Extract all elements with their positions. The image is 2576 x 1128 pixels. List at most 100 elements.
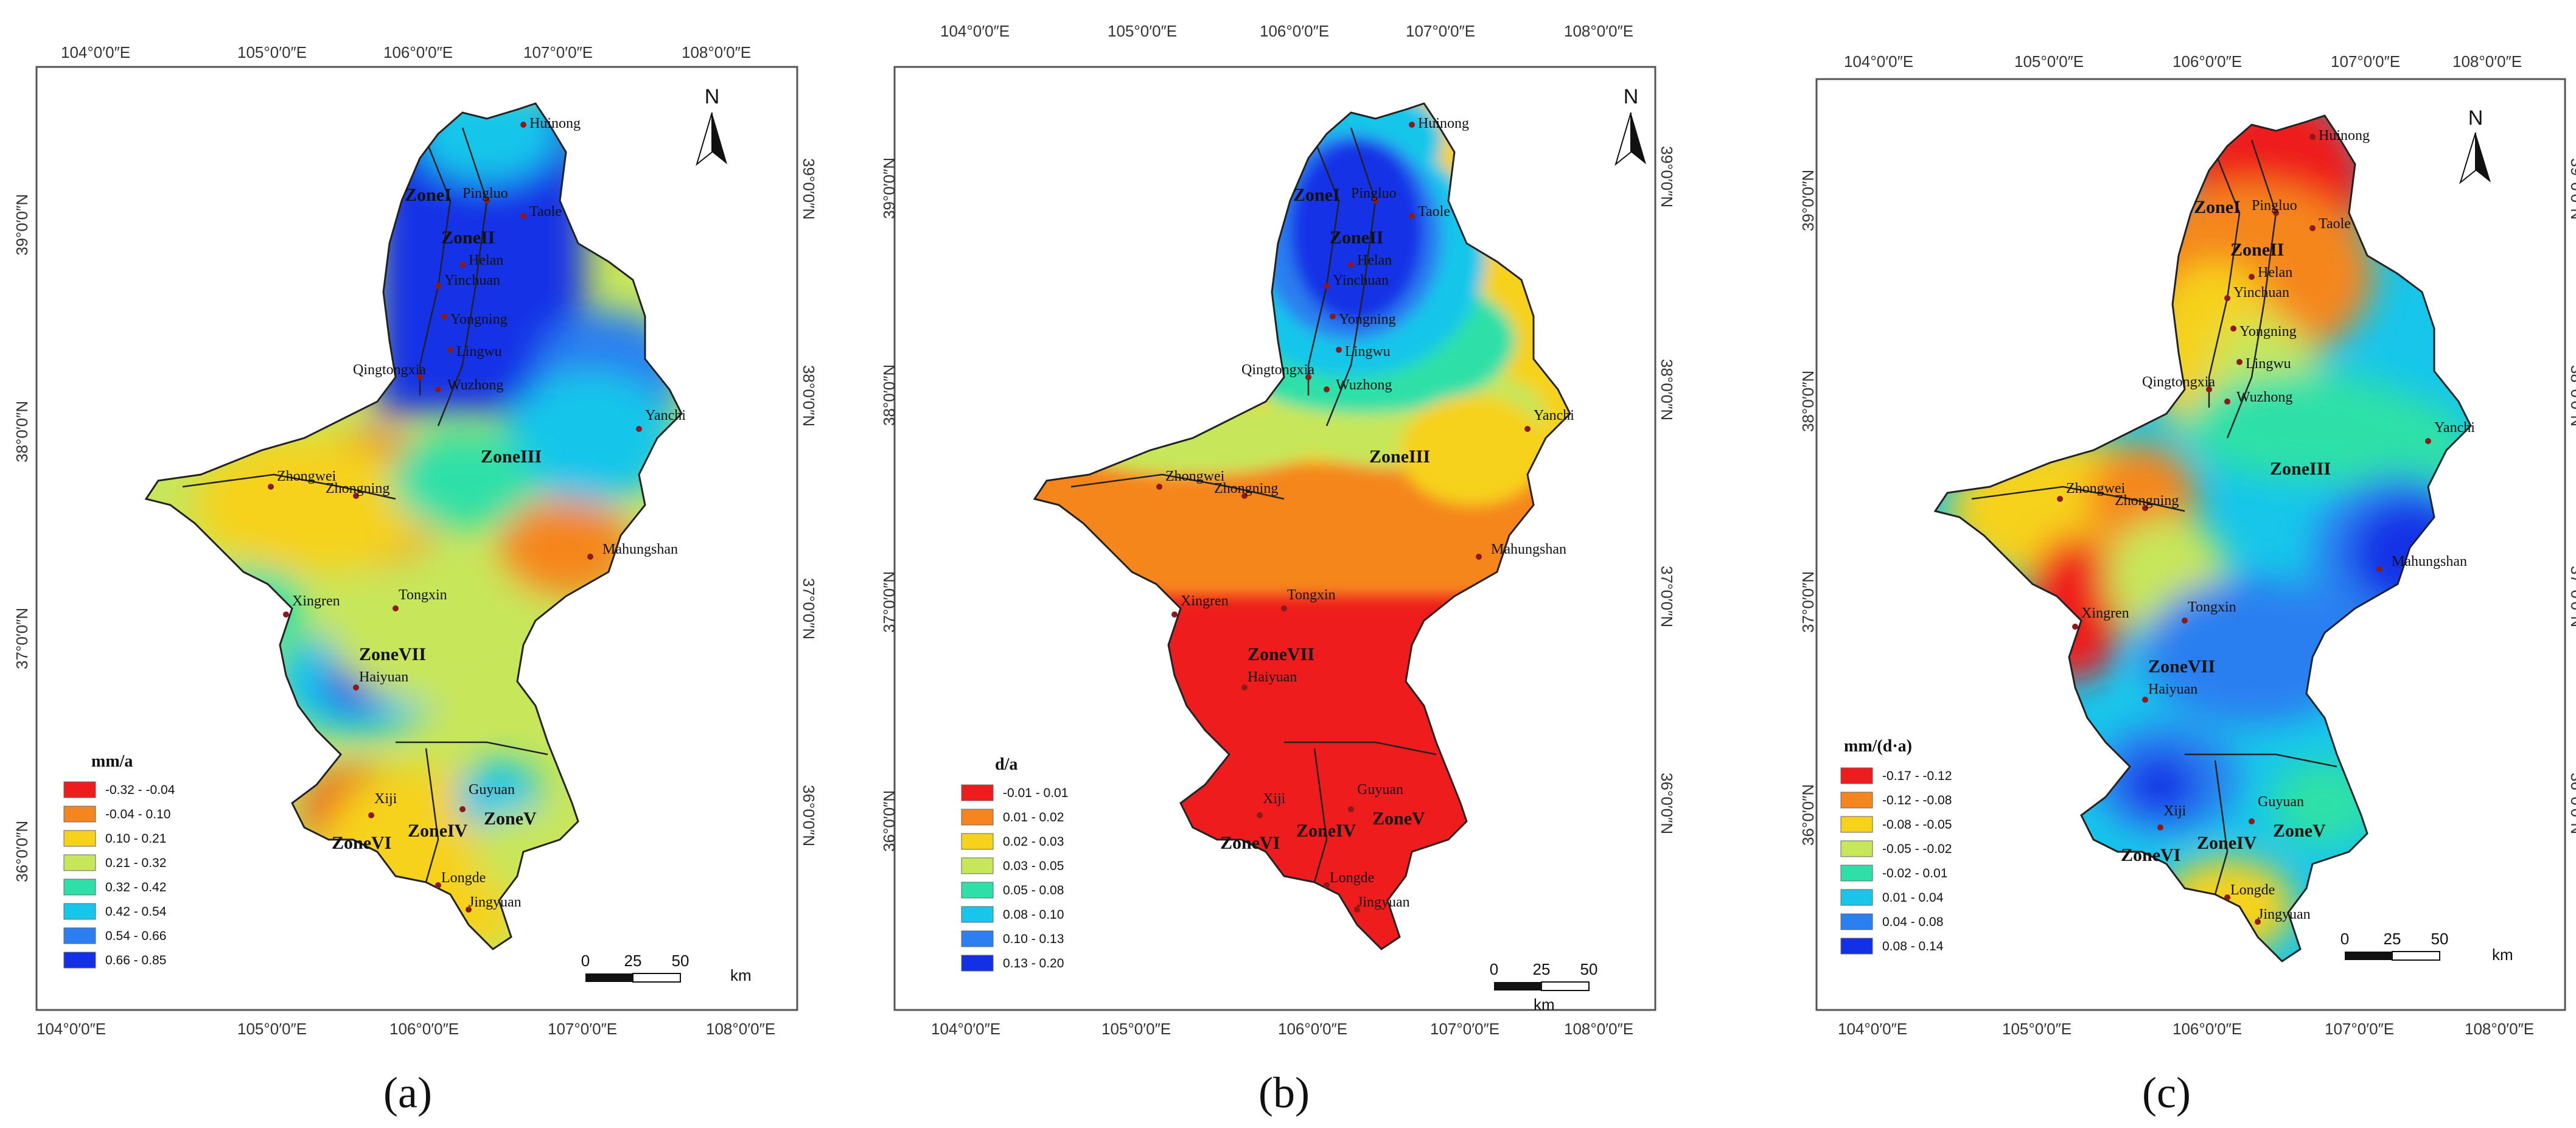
panel-a: 104°0′0″E 105°0′0″E 106°0′0″E 107°0′0″E … xyxy=(13,43,818,1117)
north-label: N xyxy=(1624,85,1639,108)
city-label: Yanchi xyxy=(2434,420,2475,436)
legend-label: -0.32 - -0.04 xyxy=(105,783,175,797)
city-label: Guyuan xyxy=(1357,782,1403,798)
legend-swatch xyxy=(1840,840,1873,857)
legend-label: 0.21 - 0.32 xyxy=(105,856,166,870)
legend-label: 0.04 - 0.08 xyxy=(1882,915,1943,929)
legend-swatch xyxy=(63,952,96,969)
city-label: Xiji xyxy=(1263,791,1286,807)
legend-items: -0.01 - 0.01 0.01 - 0.02 0.02 - 0.03 0.03 -… xyxy=(961,784,1068,972)
legend-label: -0.12 - -0.08 xyxy=(1882,793,1952,807)
zone-label: ZoneIV xyxy=(408,821,468,841)
scale-bar: 0 25 50 km xyxy=(581,952,752,984)
zone-label: ZoneVII xyxy=(2148,656,2215,677)
legend-label: 0.42 - 0.54 xyxy=(105,905,167,919)
zone-label: ZoneIII xyxy=(1369,447,1430,467)
city-label: Mahungshan xyxy=(1491,541,1566,557)
legend-swatch xyxy=(961,784,994,801)
city-label: Zhongning xyxy=(1214,481,1278,496)
legend-swatch xyxy=(961,930,994,947)
city-label: Taole xyxy=(1418,204,1450,220)
city-label: Jingyuan xyxy=(1357,894,1410,910)
legend-swatch xyxy=(961,955,994,972)
city-label: Tongxin xyxy=(1287,587,1336,603)
legend-label: 0.02 - 0.03 xyxy=(1003,835,1064,849)
city-label: Yongning xyxy=(1339,312,1396,327)
legend-swatch xyxy=(1840,913,1873,930)
lat-label: 36°0′0″N xyxy=(1658,773,1676,834)
panel-c: Huinong Pingluo Taole Helan Yinchuan Yon… xyxy=(1799,52,2576,1117)
legend: mm/a -0.32 - -0.04 -0.04 - 0.10 0.10 - 0.2… xyxy=(63,752,175,969)
legend: mm/(d·a) -0.17 - -0.12 -0.12 - -0.08 -0.08… xyxy=(1840,737,1952,955)
scale-tick: 0 xyxy=(581,952,590,970)
lon-labels-top: 104°0′0″E 105°0′0″E 106°0′0″E 107°0′0″E … xyxy=(1844,52,2522,71)
legend: d/a -0.01 - 0.01 0.01 - 0.02 0.02 - 0.03 0.… xyxy=(961,755,1068,972)
zone-label: ZoneVI xyxy=(2121,845,2180,865)
zone-label: ZoneIV xyxy=(1296,821,1356,841)
lon-label: 107°0′0″E xyxy=(523,43,593,61)
lon-label: 104°0′0″E xyxy=(1838,1020,1907,1038)
lat-label: 38°0′0″N xyxy=(1658,359,1676,420)
north-label: N xyxy=(2468,106,2484,130)
city-label: Haiyuan xyxy=(359,669,408,685)
city-label: Yanchi xyxy=(1534,408,1574,423)
city-label: Taole xyxy=(2319,216,2351,232)
city-label: Xiji xyxy=(2163,803,2187,819)
lon-labels-bottom: 104°0′0″E 105°0′0″E 106°0′0″E 107°0′0″E … xyxy=(931,1020,1633,1038)
legend-swatch xyxy=(1840,865,1873,882)
lat-label: 37°0′0″N xyxy=(1799,571,1817,633)
city-label: Lingwu xyxy=(456,344,502,360)
legend-swatch xyxy=(1840,889,1873,906)
lat-label: 38°0′0″N xyxy=(13,401,31,462)
lat-label: 38°0′0″N xyxy=(1799,371,1817,432)
zone-label: ZoneIV xyxy=(2197,833,2257,853)
legend-swatch xyxy=(63,854,96,871)
city-label: Zhongwei xyxy=(1165,468,1225,484)
city-label: Mahungshan xyxy=(2392,554,2467,569)
legend-label: -0.17 - -0.12 xyxy=(1882,769,1952,783)
lat-label: 37°0′0″N xyxy=(800,578,818,639)
lat-label: 37°0′0″N xyxy=(2567,566,2576,627)
lon-label: 108°0′0″E xyxy=(1564,1020,1633,1038)
legend-label: 0.66 - 0.85 xyxy=(105,953,166,967)
north-arrow: N xyxy=(2459,106,2491,184)
zone-labels: ZoneI ZoneII ZoneIII ZoneIV ZoneV ZoneVI… xyxy=(2121,197,2331,865)
legend-swatch xyxy=(1840,816,1873,833)
lat-label: 39°0′0″N xyxy=(880,158,898,219)
zone-label: ZoneV xyxy=(1372,809,1425,829)
lon-label: 106°0′0″E xyxy=(1278,1020,1347,1038)
legend-label: -0.01 - 0.01 xyxy=(1003,786,1068,800)
city-label: Wuzhong xyxy=(1336,377,1392,393)
lon-label: 104°0′0″E xyxy=(931,1020,1000,1038)
lat-label: 39°0′0″N xyxy=(800,158,818,220)
city-label: Jingyuan xyxy=(2258,907,2311,922)
legend-swatch xyxy=(961,833,994,850)
legend-label: 0.03 - 0.05 xyxy=(1003,859,1064,873)
lon-label: 108°0′0″E xyxy=(2452,52,2522,71)
lon-label: 104°0′0″E xyxy=(37,1020,106,1038)
lon-label: 105°0′0″E xyxy=(1101,1020,1171,1038)
scale-tick: 50 xyxy=(2431,930,2449,948)
city-label: Yongning xyxy=(450,312,508,327)
zone-label: ZoneV xyxy=(2273,821,2326,841)
lon-label: 107°0′0″E xyxy=(1430,1020,1499,1038)
city-label: Xingren xyxy=(292,593,340,609)
lat-labels-right: 39°0′0″N 38°0′0″N 37°0′0″N 36°0′0″N xyxy=(800,158,818,846)
city-label: Wuzhong xyxy=(2236,389,2292,405)
legend-swatch xyxy=(63,927,96,944)
zone-labels: ZoneI ZoneII ZoneIII ZoneIV ZoneV ZoneVI… xyxy=(1220,185,1430,853)
city-label: Tongxin xyxy=(399,587,447,603)
lat-label: 38°0′0″N xyxy=(800,365,818,426)
lon-label: 107°0′0″E xyxy=(2325,1020,2394,1038)
city-label: Huinong xyxy=(1418,116,1469,131)
scale-bar: 0 25 50 km xyxy=(2340,930,2513,964)
legend-label: -0.05 - -0.02 xyxy=(1882,842,1952,856)
city-label: Huinong xyxy=(2319,128,2370,144)
lon-label: 105°0′0″E xyxy=(1108,22,1177,40)
city-label: Pingluo xyxy=(1351,186,1397,201)
lat-label: 37°0′0″N xyxy=(1658,566,1676,627)
zone-label: ZoneII xyxy=(2230,240,2284,260)
lon-label: 106°0′0″E xyxy=(1260,22,1329,40)
scale-tick: 25 xyxy=(2384,930,2401,948)
city-label: Haiyuan xyxy=(1248,669,1297,685)
